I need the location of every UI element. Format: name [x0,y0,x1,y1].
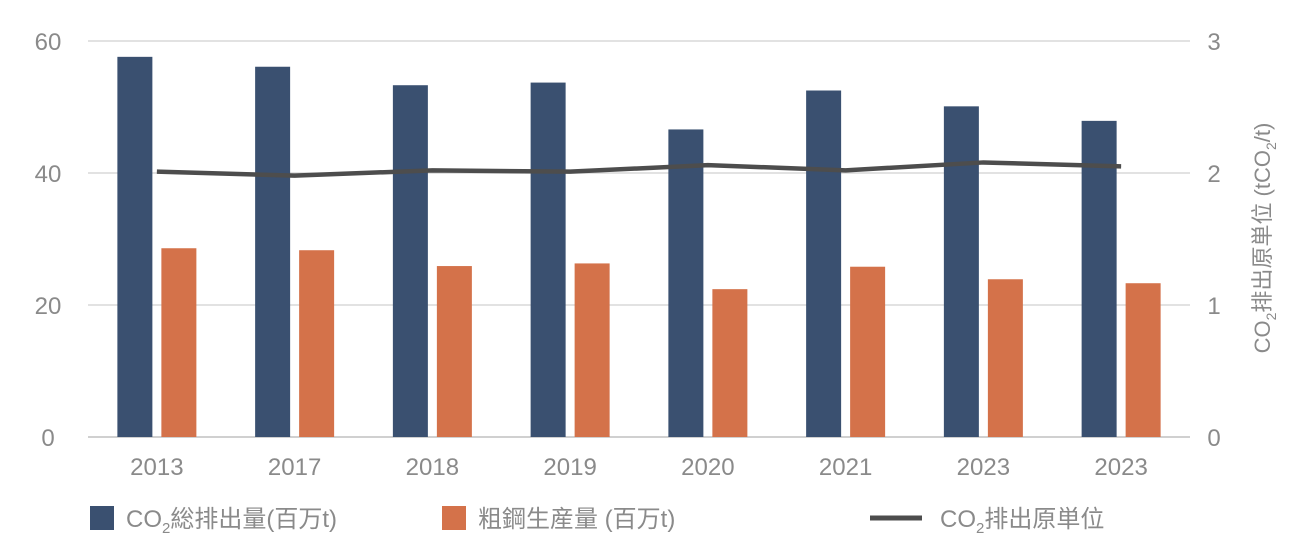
legend-crude-steel: 粗鋼生産量 (百万t) [442,506,675,533]
bar-co2-total-6 [943,106,979,437]
co2-intensity-line [156,160,1122,178]
legend-label: CO2​総排出量(百万t) [126,506,337,537]
x-tick-label: 2019 [543,454,596,481]
legend-co2-total: CO2​総排出量(百万t) [90,506,337,537]
bar-co2-total-2 [392,85,428,437]
left-axis-ticks: 0 20 40 60 [35,29,62,452]
legend-label: 粗鋼生産量 (百万t) [478,506,675,533]
x-tick-label: 2017 [268,454,321,481]
bar-crude-steel-3 [574,263,610,437]
y-tick-label: 60 [35,29,62,56]
y-tick-label: 20 [35,293,62,320]
bar-crude-steel-2 [436,266,472,437]
x-tick-label: 2020 [681,454,734,481]
y2-tick-label: 2 [1207,161,1220,188]
bar-co2-total-1 [255,66,291,438]
x-tick-label: 2021 [819,454,872,481]
right-axis-title: CO2​排出原単位 (tCO2​/t) [1250,123,1279,354]
y2-axis-title: CO2​排出原単位 (tCO2​/t) [1250,123,1279,354]
bar-co2-total-5 [806,90,842,437]
x-tick-label: 2018 [406,454,459,481]
x-tick-label: 2013 [130,454,183,481]
x-tick-label: 2023 [1094,454,1147,481]
legend-swatch [90,506,114,530]
gridlines [88,40,1190,438]
legend-label: CO2​排出原単位 [940,506,1104,537]
ratio-line-layer [156,160,1122,178]
bar-co2-total-0 [117,56,153,438]
bar-crude-steel-4 [712,289,748,437]
bar-crude-steel-0 [161,248,197,437]
y2-tick-label: 3 [1207,29,1220,56]
x-axis-ticks: 2013 2017 2018 2019 2020 2021 2023 2023 [130,454,1148,481]
bar-co2-total-7 [1081,120,1117,438]
y2-tick-label: 0 [1207,425,1220,452]
legend: CO2​総排出量(百万t) 粗鋼生産量 (百万t) CO2​排出原単位 [90,506,1104,537]
right-axis-ticks: 0 1 2 3 [1207,29,1220,452]
bars [117,56,1161,438]
bar-co2-total-4 [668,129,704,437]
x-tick-label: 2023 [957,454,1010,481]
y-tick-label: 0 [41,425,54,452]
y-tick-label: 40 [35,161,62,188]
y2-tick-label: 1 [1207,293,1220,320]
legend-co2-intensity: CO2​排出原単位 [870,506,1104,537]
bar-crude-steel-7 [1125,283,1161,437]
legend-swatch [442,506,466,530]
bar-crude-steel-6 [987,279,1023,437]
bar-crude-steel-1 [299,250,335,437]
bar-crude-steel-5 [850,266,886,437]
bar-co2-total-3 [530,82,566,437]
